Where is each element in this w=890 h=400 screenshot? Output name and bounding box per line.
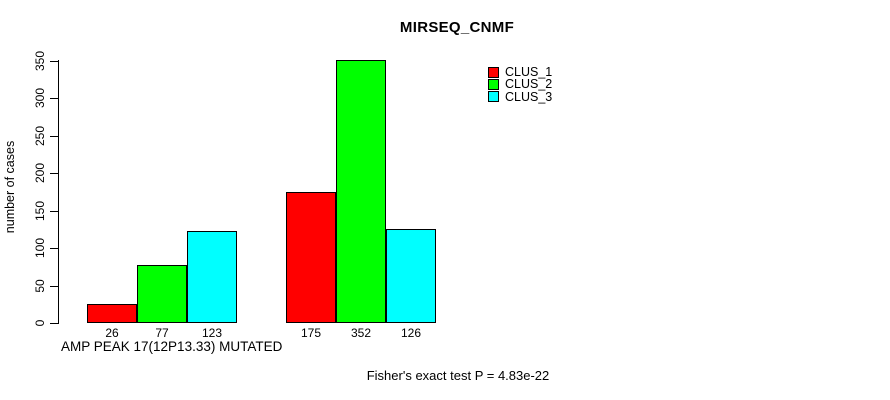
- y-axis-tick: [50, 98, 58, 99]
- bar-clus_1-group-2: [286, 192, 336, 323]
- bar-clus_1-group-1: [87, 303, 137, 323]
- bar-clus_3-group-1: [187, 230, 237, 323]
- legend-entry-clus-2: CLUS_2: [488, 77, 553, 92]
- bar-value-label: 352: [350, 326, 372, 340]
- chart-title: MIRSEQ_CNMF: [399, 19, 515, 36]
- y-axis-tick-label: 0: [33, 319, 47, 327]
- legend-swatch-clus-3-icon: [488, 91, 499, 103]
- y-axis-tick-label: 300: [33, 87, 47, 109]
- y-axis-tick-label: 100: [33, 237, 47, 259]
- legend-entry-clus-1: CLUS_1: [488, 66, 552, 78]
- bar-value-label: 26: [105, 326, 119, 340]
- legend-swatch-clus-1-icon: [488, 66, 499, 78]
- bar-clus_3-group-2: [386, 228, 436, 323]
- y-axis-tick-label: 250: [33, 125, 47, 147]
- y-axis-tick-label: 50: [33, 279, 47, 293]
- bar-value-label: 77: [155, 326, 169, 340]
- y-axis-tick: [50, 248, 58, 249]
- bar-value-label: 175: [300, 326, 322, 340]
- fisher-test-annotation: Fisher's exact test P = 4.83e-22: [366, 368, 550, 383]
- y-axis-tick-label: 200: [33, 162, 47, 184]
- y-axis-tick: [50, 323, 58, 324]
- legend-entry-clus-3: CLUS_3: [488, 91, 552, 103]
- legend-swatch-clus-2-icon: [488, 78, 499, 90]
- y-axis-tick: [50, 61, 58, 62]
- y-axis-tick: [50, 136, 58, 137]
- bar-clus_2-group-2: [336, 59, 386, 323]
- y-axis-line: [58, 60, 59, 324]
- y-axis-tick: [50, 211, 58, 212]
- y-axis-tick: [50, 173, 58, 174]
- legend: CLUS_1 CLUS_2 CLUS_3: [488, 66, 552, 103]
- legend-label-clus-2: CLUS_2: [505, 77, 553, 92]
- y-axis-tick-label: 350: [33, 50, 47, 72]
- bar-value-label: 123: [201, 326, 223, 340]
- bar-value-label: 126: [400, 326, 422, 340]
- y-axis-tick: [50, 286, 58, 287]
- legend-label-clus-1: CLUS_1: [505, 65, 553, 79]
- legend-label-clus-3: CLUS_3: [505, 89, 553, 104]
- y-axis-label: number of cases: [3, 140, 17, 234]
- y-axis-tick-label: 150: [33, 200, 47, 222]
- x-axis-label: AMP PEAK 17(12P13.33) MUTATED: [61, 339, 283, 354]
- bar-clus_2-group-1: [137, 265, 187, 323]
